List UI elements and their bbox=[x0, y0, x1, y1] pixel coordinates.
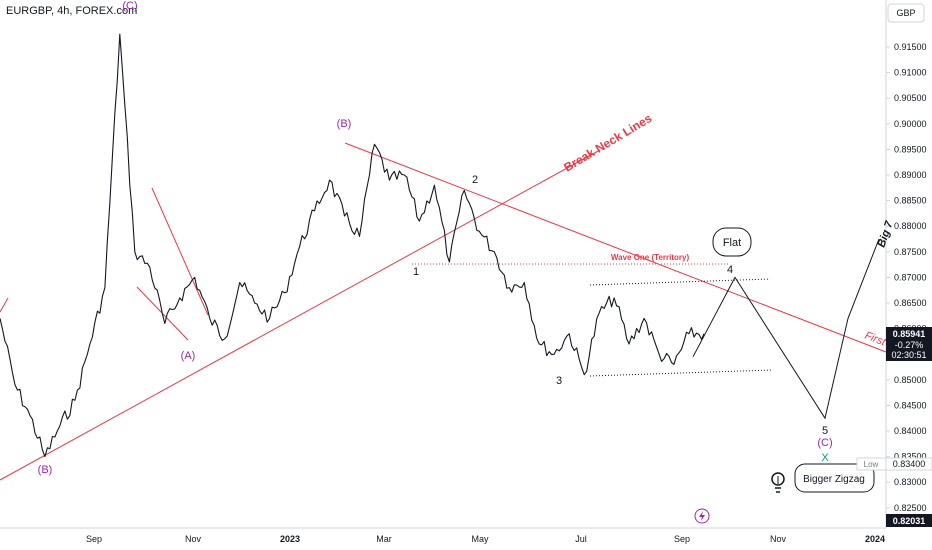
price-axis-label: 0.83000 bbox=[894, 477, 927, 487]
low-value: 0.83400 bbox=[893, 459, 926, 469]
time-axis-label: May bbox=[471, 534, 489, 544]
price-axis-label: 0.84000 bbox=[894, 426, 927, 436]
wave-one-territory-label: Wave One (Territory) bbox=[611, 253, 690, 262]
currency-button-label: GBP bbox=[896, 8, 915, 18]
last-price-value: 0.85941 bbox=[893, 329, 926, 339]
wave-label-b-top: (B) bbox=[337, 118, 352, 130]
low-label: Low bbox=[864, 460, 879, 469]
wave-label-5: 5 bbox=[822, 425, 828, 437]
bottom-value: 0.82031 bbox=[893, 516, 926, 526]
time-axis-label: 2023 bbox=[280, 534, 300, 544]
wave-label-c-proj: (C) bbox=[817, 437, 832, 449]
time-axis-label: Sep bbox=[674, 534, 690, 544]
time-axis-label: Nov bbox=[185, 534, 202, 544]
price-axis-label: 0.82500 bbox=[894, 503, 927, 513]
bar-countdown: 02:30:51 bbox=[891, 350, 926, 360]
first-trendline bbox=[344, 142, 887, 353]
price-axis-label: 0.90000 bbox=[894, 119, 927, 129]
wave-label-c-top: (C) bbox=[122, 0, 137, 12]
time-axis-label: 2024 bbox=[865, 534, 885, 544]
wave-label-1: 1 bbox=[413, 266, 419, 278]
channel-upper-line bbox=[151, 187, 209, 316]
break-neck-line bbox=[0, 149, 601, 481]
bottom-price-label: 0.82031 bbox=[886, 514, 932, 527]
price-axis-label: 0.88000 bbox=[894, 221, 927, 231]
wave-label-3: 3 bbox=[556, 375, 562, 387]
price-axis-label: 0.85000 bbox=[894, 375, 927, 385]
change-percent: -0.27% bbox=[895, 340, 924, 350]
price-series-line bbox=[0, 33, 705, 458]
low-price-label: Low 0.83400 bbox=[856, 457, 932, 471]
wave-label-a: (A) bbox=[181, 350, 196, 362]
bigger-zigzag-bubble[interactable]: Bigger Zigzag bbox=[794, 463, 875, 493]
flat-label: Flat bbox=[723, 237, 741, 249]
price-axis-label: 0.87500 bbox=[894, 247, 927, 257]
price-axis-label: 0.84500 bbox=[894, 400, 927, 410]
wave-label-x-proj: X bbox=[821, 452, 829, 464]
wave-label-2: 2 bbox=[472, 174, 478, 186]
bigger-zigzag-label: Bigger Zigzag bbox=[803, 474, 865, 485]
price-axis-label: 0.91000 bbox=[894, 68, 927, 78]
flat-lower-line bbox=[589, 369, 773, 377]
wave-label-4: 4 bbox=[727, 264, 733, 276]
projection-path bbox=[692, 238, 880, 420]
last-price-label: 0.85941 -0.27% 02:30:51 bbox=[886, 327, 932, 361]
left-edge-line bbox=[0, 297, 9, 313]
price-axis-label: 0.88500 bbox=[894, 196, 927, 206]
price-axis-label: 0.91500 bbox=[894, 42, 927, 52]
lightning-icon[interactable] bbox=[694, 508, 710, 524]
time-axis-label: Mar bbox=[376, 534, 392, 544]
lightbulb-icon[interactable] bbox=[771, 472, 785, 493]
time-axis-label: Nov bbox=[770, 534, 787, 544]
currency-button[interactable]: GBP bbox=[887, 3, 925, 23]
wave-label-b-low: (B) bbox=[38, 464, 53, 476]
time-axis[interactable]: Sep Nov 2023 Mar May Jul Sep Nov 2024 bbox=[86, 534, 885, 544]
flat-bubble[interactable]: Flat bbox=[712, 227, 752, 257]
price-axis-label: 0.89000 bbox=[894, 170, 927, 180]
price-axis-label: 0.89500 bbox=[894, 144, 927, 154]
price-axis-label: 0.86500 bbox=[894, 298, 927, 308]
flat-upper-line bbox=[589, 278, 771, 286]
price-axis[interactable]: 0.91500 0.91000 0.90500 0.90000 0.89500 0.890… bbox=[886, 42, 927, 513]
price-axis-label: 0.90500 bbox=[894, 93, 927, 103]
time-axis-label: Jul bbox=[575, 534, 587, 544]
price-axis-label: 0.83500 bbox=[894, 452, 927, 462]
trendlines bbox=[0, 142, 887, 481]
symbol-title: EURGBP, 4h, FOREX.com bbox=[6, 5, 137, 17]
price-axis-label: 0.87000 bbox=[894, 272, 927, 282]
time-axis-label: Sep bbox=[86, 534, 102, 544]
